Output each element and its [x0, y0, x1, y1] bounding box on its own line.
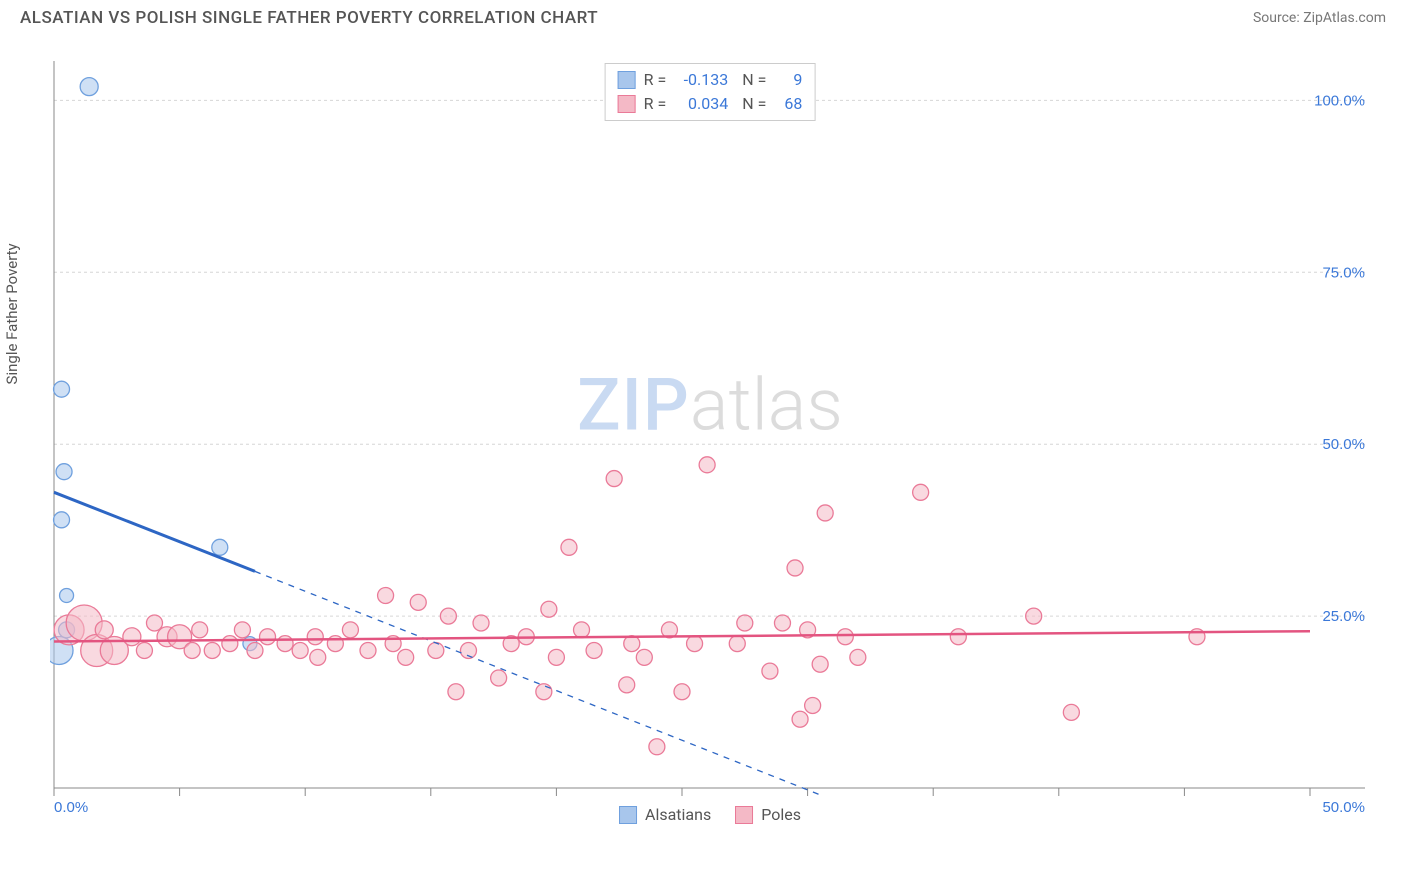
- header: ALSATIAN VS POLISH SINGLE FATHER POVERTY…: [0, 0, 1406, 36]
- svg-text:25.0%: 25.0%: [1322, 608, 1365, 625]
- legend-swatch: [619, 806, 637, 824]
- chart-area: 25.0%50.0%75.0%100.0%0.0%50.0% ZIPatlas …: [50, 58, 1370, 828]
- legend-label: Poles: [761, 805, 801, 824]
- legend-row: R = -0.133 N = 9: [618, 68, 803, 92]
- r-label: R =: [644, 68, 667, 92]
- n-label: N =: [742, 92, 766, 116]
- legend-item: Poles: [735, 805, 801, 824]
- chart-title: ALSATIAN VS POLISH SINGLE FATHER POVERTY…: [20, 8, 598, 28]
- n-label: N =: [742, 68, 766, 92]
- svg-text:100.0%: 100.0%: [1314, 92, 1365, 109]
- r-value: 0.034: [674, 92, 728, 116]
- legend-item: Alsatians: [619, 805, 711, 824]
- r-value: -0.133: [674, 68, 728, 92]
- source-label: Source: ZipAtlas.com: [1253, 10, 1386, 26]
- n-value: 9: [774, 68, 802, 92]
- svg-text:50.0%: 50.0%: [1322, 799, 1365, 816]
- scatter-plot: 25.0% 50.0% 75.0% 100.0% 0.0% 50.0%: [50, 58, 1370, 828]
- y-axis-label: Single Father Poverty: [3, 243, 21, 384]
- svg-text:75.0%: 75.0%: [1322, 264, 1365, 281]
- legend-swatch: [735, 806, 753, 824]
- r-label: R =: [644, 92, 667, 116]
- svg-text:0.0%: 0.0%: [54, 799, 88, 816]
- svg-text:50.0%: 50.0%: [1322, 436, 1365, 453]
- series-legend: Alsatians Poles: [619, 805, 801, 824]
- n-value: 68: [774, 92, 802, 116]
- correlation-legend: R = -0.133 N = 9 R = 0.034 N = 68: [605, 63, 816, 121]
- legend-label: Alsatians: [645, 805, 711, 824]
- legend-row: R = 0.034 N = 68: [618, 92, 803, 116]
- legend-swatch: [618, 71, 636, 89]
- legend-swatch: [618, 95, 636, 113]
